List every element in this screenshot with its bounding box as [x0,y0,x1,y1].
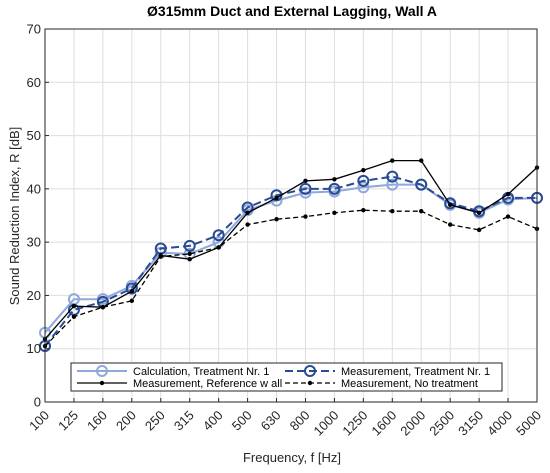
data-point [357,181,370,194]
legend-item: Measurement, Reference w all [77,378,282,390]
data-point [100,304,106,310]
data-point [307,380,313,386]
data-point [447,202,453,208]
data-point [129,288,135,294]
data-point [303,178,308,184]
data-point [274,217,279,222]
series-line [44,159,538,340]
legend-item: Calculation, Treatment Nr. 1 [77,365,269,378]
data-point [212,229,225,242]
data-point [245,210,250,216]
legend-label: Measurement, No treatment [341,378,478,390]
data-point [245,222,250,227]
data-point [71,314,77,319]
y-axis-label: Sound Reduction Index, R [dB] [7,127,22,306]
data-point [158,254,163,259]
legend-box [70,362,503,392]
data-point [419,209,424,214]
y-tick-label: 20 [27,288,41,303]
data-point [96,365,108,377]
data-point [328,182,341,195]
chart-title: Ø315mm Duct and External Lagging, Wall A [147,3,437,19]
data-point [125,282,138,295]
data-point [129,298,135,303]
y-tick-label: 30 [27,235,41,250]
y-tick-label: 0 [34,395,41,410]
data-point [419,158,424,163]
data-point [274,195,279,201]
series-layer [39,158,543,353]
legend-label: Calculation, Treatment Nr. 1 [133,366,269,378]
data-point [361,207,366,213]
data-point [476,227,482,233]
y-tick-label: 70 [27,22,41,37]
plot-frame [44,28,538,403]
data-point [505,191,511,197]
data-point [183,239,196,252]
legend-item: Measurement, Treatment Nr. 1 [285,365,490,378]
legend: Calculation, Treatment Nr. 1 Measurement,… [70,362,503,392]
legend-item: Measurement, No treatment [285,378,478,390]
data-point [505,214,511,219]
y-tick-label: 50 [27,128,41,143]
data-point [303,214,308,219]
data-point [299,186,312,199]
legend-label: Measurement, Treatment Nr. 1 [341,366,490,378]
data-point [187,256,192,262]
data-point [444,197,457,210]
data-point [390,209,395,214]
series-line [44,209,538,347]
y-tick-label: 40 [27,181,41,196]
data-point [99,380,105,386]
y-tick-label: 10 [27,341,41,356]
data-point [71,303,77,309]
data-point [361,168,366,173]
data-point [357,174,370,187]
data-point [447,222,453,227]
data-point [390,158,395,163]
data-point [332,177,337,182]
data-point [187,251,192,257]
data-point [386,178,399,191]
data-point [415,178,428,191]
data-point [304,365,316,377]
data-point [386,170,399,183]
data-point [476,210,482,216]
data-point [216,245,221,250]
data-point [332,210,337,216]
data-point [299,182,312,195]
y-tick-label: 60 [27,75,41,90]
legend-label: Measurement, Reference w all [133,378,282,390]
x-axis-label: Frequency, f [Hz] [243,450,341,465]
